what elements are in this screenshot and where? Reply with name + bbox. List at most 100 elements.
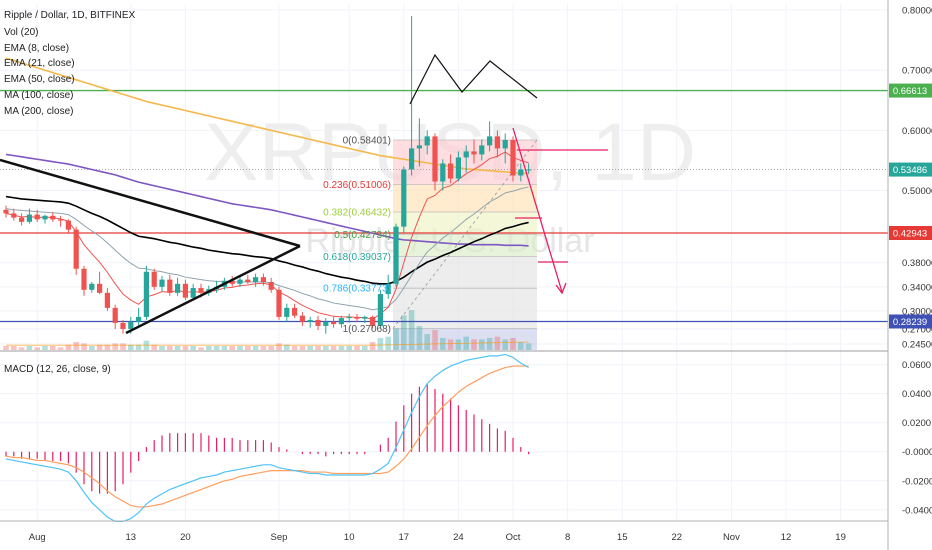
time-tick-label: 17 [399, 532, 410, 543]
time-tick-label: 15 [617, 532, 628, 543]
price-badges: 0.66613 0.53486 0.42943 0.28239 [889, 83, 932, 329]
volume-bar [455, 339, 462, 350]
volume-bar [190, 346, 196, 350]
candle-body [34, 214, 40, 220]
volume-bar [26, 346, 33, 350]
candle-body [463, 151, 469, 158]
candle-body [510, 139, 516, 176]
candle-body [284, 307, 290, 317]
candle-body [346, 316, 352, 319]
projection-arrows [512, 127, 608, 295]
volume-bar [299, 346, 306, 350]
macd-lines [5, 353, 529, 523]
macd-signal-line [5, 365, 529, 508]
volume-bar [447, 339, 454, 350]
triangle-lower-line [125, 244, 301, 335]
volume-bar [518, 342, 524, 350]
candle-body [385, 283, 391, 295]
candle-body [151, 271, 157, 287]
volume-bar [151, 344, 157, 350]
candle-body [245, 279, 251, 283]
candle-body [97, 283, 103, 293]
time-tick-label: Sep [271, 532, 288, 543]
time-tick-label: Nov [723, 532, 740, 543]
candle-body [73, 229, 79, 269]
candle-body [448, 163, 454, 179]
candle-body [120, 322, 126, 329]
fibonacci-level-label: 0.382(0.46432) [323, 208, 391, 219]
volume-bar [260, 346, 267, 350]
candle-body [494, 136, 500, 149]
candle-body [159, 279, 165, 287]
candle-body [362, 316, 368, 319]
ema8-line [5, 151, 529, 320]
legend: Ripple / Dollar, 1D, BITFINEX Vol (20) E… [4, 10, 135, 117]
volume-bar [276, 343, 282, 350]
price-badge [889, 314, 932, 329]
volume-bar [502, 339, 508, 350]
candle-body [393, 226, 399, 284]
volume-bar [377, 338, 384, 350]
candle-body [487, 136, 493, 146]
candle-body [229, 280, 235, 284]
candle-body [432, 136, 438, 182]
time-tick-label: Aug [29, 532, 46, 543]
macd-histogram [5, 384, 530, 494]
candle-body [471, 151, 477, 155]
candle-body [331, 321, 337, 325]
candle-body [128, 321, 134, 329]
price-badge [889, 83, 932, 98]
volume-bar [213, 346, 220, 350]
time-tick-label: 20 [180, 532, 191, 543]
macd-tick-label: 0.0200 [902, 418, 931, 429]
price-badge [889, 162, 932, 177]
volume-bar [182, 346, 189, 350]
candle-body [502, 139, 508, 149]
macd-tick-label: -0.0400 [902, 505, 932, 516]
candle-body [455, 157, 461, 179]
candle-body [292, 307, 298, 316]
candle-body [89, 283, 95, 290]
volume-bar [284, 344, 290, 350]
legend-ema50: EMA (50, close) [4, 74, 75, 85]
price-badge [889, 226, 932, 241]
volume-bar [479, 339, 485, 350]
volume-bar [510, 338, 516, 350]
candle-body [307, 319, 313, 322]
volume-bar [362, 346, 368, 350]
fibonacci-zone [393, 184, 537, 213]
candle-body [19, 217, 25, 222]
candle-body [104, 292, 110, 308]
legend-ma100: MA (100, close) [4, 90, 73, 101]
macd-axis[interactable]: 0.0600 0.0400 0.0200 -0.0000 -0.0200 -0.0400 [902, 360, 932, 516]
volume-bar [268, 346, 274, 350]
volume-bar [120, 343, 126, 350]
candle-body [354, 316, 360, 319]
time-tick-label: 8 [565, 532, 570, 543]
volume-bar [252, 346, 259, 350]
fibonacci-labels: 0(0.58401) 0.236(0.51006) 0.382(0.46432) 0.… [323, 135, 391, 335]
fibonacci-level-label: 0.618(0.39037) [323, 252, 391, 263]
volume-bar [3, 346, 9, 350]
time-axis[interactable]: Aug 13 20 Sep 10 17 24 Oct 8 15 22 Nov 12 19 [29, 532, 846, 543]
candle-body [409, 148, 415, 170]
volume-bar [385, 336, 391, 350]
candle-body [276, 289, 282, 317]
candle-body [112, 307, 118, 323]
volume-average-line [6, 341, 529, 346]
volume-bar [104, 344, 111, 350]
triangle-upper-line [0, 158, 301, 248]
volume-bar [471, 339, 477, 350]
volume-bar [135, 344, 142, 350]
fibonacci-level-label: 0.786(0.33773) [323, 284, 391, 295]
candle-body [50, 215, 56, 220]
time-tick-label: 12 [781, 532, 792, 543]
candle-body [479, 145, 485, 155]
candle-body [315, 319, 321, 326]
legend-ma200: MA (200, close) [4, 106, 73, 117]
